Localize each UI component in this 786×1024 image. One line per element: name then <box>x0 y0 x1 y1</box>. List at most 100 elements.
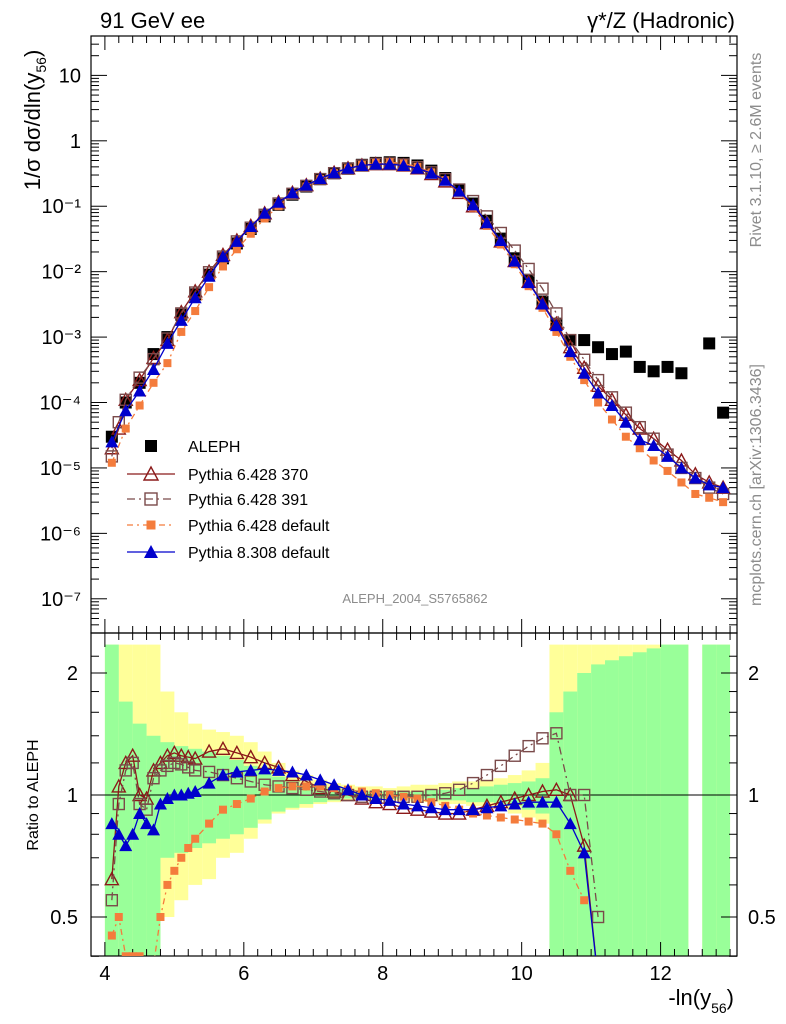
ratio-point-p8def <box>410 799 424 812</box>
ratio-point-p8def <box>202 776 216 789</box>
y-tick-label: 10 <box>59 65 81 87</box>
ratio-point-p8def <box>508 797 522 810</box>
main-point-p6def <box>246 229 255 238</box>
ratio-point-p370 <box>159 747 176 762</box>
main-point-p8def <box>341 161 355 174</box>
main-point-p8def <box>577 366 591 379</box>
main-point-p8def <box>424 166 438 179</box>
x-tick-label: 8 <box>377 963 388 985</box>
main-point-p8def <box>494 233 508 246</box>
y-tick-label: 10⁻⁴ <box>40 393 81 415</box>
main-point-p8def <box>647 439 661 452</box>
main-point-p6def <box>205 283 214 292</box>
y-tick-label: 10⁻² <box>42 262 82 284</box>
main-point-p8def <box>133 384 147 397</box>
main-point-p8def <box>369 157 383 170</box>
y-tick-label: 10⁻³ <box>42 327 82 349</box>
ratio-point-p391 <box>119 764 132 777</box>
ratio-point-p8def <box>397 797 411 810</box>
main-point-p6def <box>135 401 144 410</box>
ratio-series-group <box>104 727 605 956</box>
header-right-label: γ*/Z (Hadronic) <box>587 8 735 33</box>
main-point-p8def <box>258 206 272 219</box>
legend-marker-p370 <box>142 465 160 481</box>
ratio-point-p6def <box>114 913 123 921</box>
legend-label-p8def: Pythia 8.308 default <box>188 545 330 562</box>
main-point-p8def <box>563 345 577 358</box>
green-band-bin <box>646 648 661 956</box>
green-band-bin <box>507 783 522 806</box>
ratio-point-p370 <box>125 747 141 762</box>
legend-marker-ALEPH <box>145 440 157 452</box>
main-point-p6def <box>177 327 186 336</box>
main-point-p6def <box>552 327 561 336</box>
main-point-p8def <box>216 250 230 263</box>
main-point-p8def <box>383 157 397 170</box>
ratio-point-p6def <box>156 913 165 921</box>
ratio-point-p370 <box>180 749 196 764</box>
ratio-point-p8def <box>466 803 480 816</box>
ratio-point-p8def <box>188 785 202 798</box>
main-point-p8def <box>702 478 716 491</box>
main-point-p8def <box>174 313 188 326</box>
ratio-point-p6def <box>128 952 137 956</box>
green-band-bin <box>591 664 606 956</box>
main-point-p6def <box>149 378 158 387</box>
green-band-bin <box>479 786 494 803</box>
ratio-point-p8def <box>313 773 327 786</box>
ratio-point-p8def <box>244 763 258 776</box>
ratio-point-p8def <box>383 793 397 806</box>
axis-ticks: 4 6 8 10 12 10 1 10⁻¹ 10⁻² 10⁻³ 10⁻⁴ 10⁻⁵ 10⁻⁶ 10⁻⁷ 2 2… <box>40 35 776 985</box>
ratio-point-p391 <box>494 759 508 773</box>
main-point-p8def <box>410 161 424 174</box>
ratio-point-p8def <box>369 792 383 805</box>
ratio-point-p6def <box>496 813 505 822</box>
ratio-point-p8def <box>438 803 452 816</box>
main-point-p8def <box>508 254 522 267</box>
header-left-label: 91 GeV ee <box>100 8 205 33</box>
ratio-line-p370 <box>111 748 597 956</box>
main-point-p8def <box>188 291 202 304</box>
legend-marker-p391 <box>144 492 158 506</box>
green-band-bin <box>605 660 619 956</box>
ratio-point-p8def <box>160 792 174 805</box>
main-point-p391 <box>591 373 605 387</box>
ratio-point-p6def <box>580 896 589 905</box>
ratio-y-tick-label: 1 <box>67 785 78 807</box>
main-point-ALEPH <box>578 334 591 347</box>
ratio-point-p391 <box>522 739 535 753</box>
ratio-point-p8def <box>230 765 244 778</box>
ratio-point-p391 <box>147 772 160 785</box>
legend: ALEPH Pythia 6.428 370 Pythia 6.428 391 Pyt… <box>127 439 330 562</box>
green-band-bin <box>632 652 647 956</box>
legend-marker-p6def <box>146 520 156 530</box>
legend-label-p391: Pythia 6.428 391 <box>188 492 308 509</box>
main-point-p8def <box>272 195 286 208</box>
main-point-p6def <box>163 359 172 368</box>
main-point-p6def <box>705 493 714 502</box>
ratio-point-p6def <box>163 880 172 889</box>
ratio-point-p6def <box>246 794 255 803</box>
svg-text:1/σ dσ/dln(y56): 1/σ dσ/dln(y56) <box>20 50 49 191</box>
ratio-point-p6def <box>121 952 130 956</box>
green-band-bin <box>618 656 633 956</box>
ratio-point-p8def <box>119 839 133 852</box>
ratio-point-p370 <box>131 787 148 802</box>
ratio-point-p391 <box>188 764 202 777</box>
main-point-ALEPH <box>661 360 674 373</box>
ratio-point-p391 <box>591 910 605 924</box>
ratio-point-p6def <box>191 834 200 843</box>
ratio-point-p6def <box>399 792 408 801</box>
ratio-point-p370 <box>173 747 189 762</box>
main-point-p391 <box>577 353 591 366</box>
ratio-point-p391 <box>536 732 549 745</box>
legend-label-p6def: Pythia 6.428 default <box>188 518 330 535</box>
main-point-p6def <box>594 398 603 407</box>
ratio-point-p391 <box>577 788 591 802</box>
ratio-point-p6def <box>552 830 561 839</box>
ratio-point-p391 <box>550 727 563 740</box>
main-point-p8def <box>160 336 174 349</box>
main-point-ALEPH <box>717 406 730 419</box>
x-tick-label: 6 <box>238 963 249 985</box>
legend-label-ALEPH: ALEPH <box>188 439 240 456</box>
